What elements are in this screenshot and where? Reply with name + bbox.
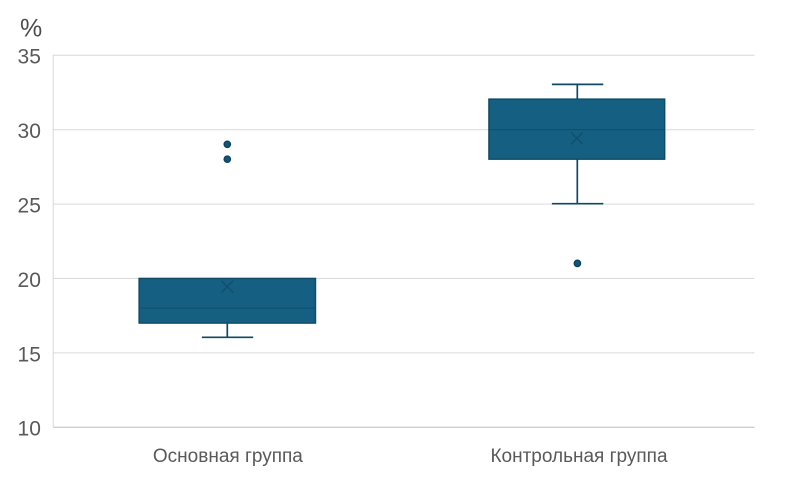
svg-text:%: % [20, 15, 42, 43]
svg-text:25: 25 [18, 195, 41, 218]
svg-text:15: 15 [18, 343, 41, 366]
svg-text:Контрольная группа: Контрольная группа [490, 446, 668, 467]
svg-text:20: 20 [18, 269, 41, 292]
svg-text:35: 35 [18, 46, 41, 69]
svg-text:Основная группа: Основная группа [153, 446, 303, 467]
svg-text:10: 10 [18, 418, 41, 441]
svg-text:30: 30 [18, 120, 41, 143]
